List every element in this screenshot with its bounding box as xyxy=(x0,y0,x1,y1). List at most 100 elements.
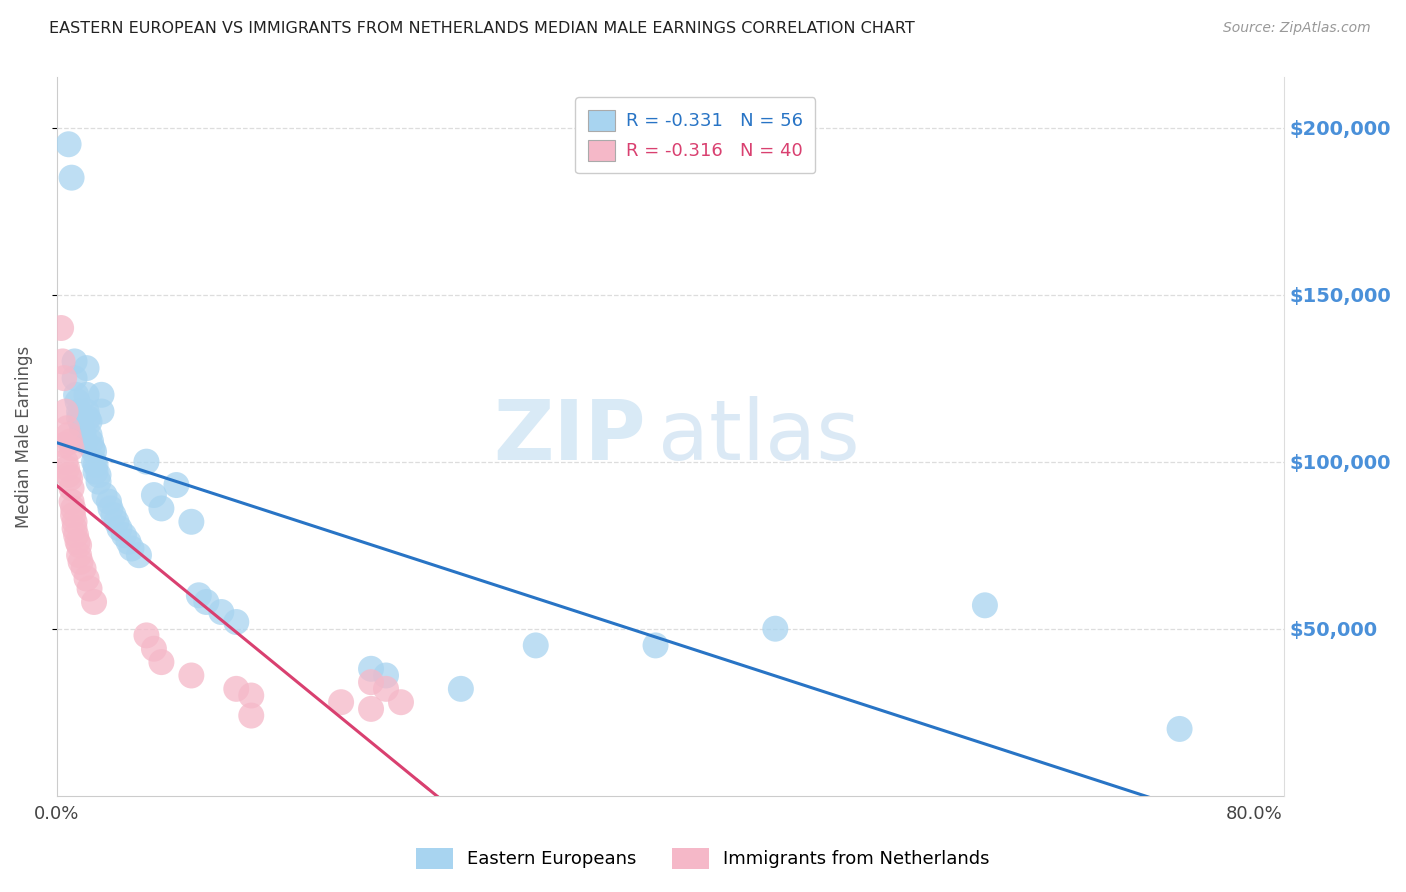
Point xyxy=(73,434,96,449)
Point xyxy=(72,428,94,442)
Point xyxy=(63,515,86,529)
Point xyxy=(82,442,104,456)
Point xyxy=(66,394,89,409)
Point xyxy=(79,415,101,429)
Point xyxy=(103,508,125,522)
Point xyxy=(53,371,76,385)
Point xyxy=(58,468,80,483)
Point xyxy=(83,444,105,458)
Legend: R = -0.331   N = 56, R = -0.316   N = 40: R = -0.331 N = 56, R = -0.316 N = 40 xyxy=(575,97,815,173)
Point xyxy=(375,668,398,682)
Point xyxy=(1168,722,1191,736)
Point xyxy=(83,455,105,469)
Point xyxy=(79,428,101,442)
Point xyxy=(66,534,89,549)
Point xyxy=(55,404,77,418)
Point xyxy=(195,595,218,609)
Point xyxy=(360,675,382,690)
Point xyxy=(105,515,128,529)
Point xyxy=(56,461,79,475)
Point xyxy=(90,388,112,402)
Point xyxy=(52,354,75,368)
Point xyxy=(450,681,472,696)
Legend: Eastern Europeans, Immigrants from Netherlands: Eastern Europeans, Immigrants from Nethe… xyxy=(409,840,997,876)
Point xyxy=(84,458,107,472)
Point xyxy=(330,695,353,709)
Point xyxy=(135,455,157,469)
Point xyxy=(98,494,121,508)
Point xyxy=(58,428,80,442)
Point xyxy=(644,639,666,653)
Point xyxy=(65,528,87,542)
Point xyxy=(165,478,187,492)
Point xyxy=(80,434,103,449)
Point xyxy=(90,404,112,418)
Point xyxy=(225,615,247,629)
Point xyxy=(55,455,77,469)
Point xyxy=(63,371,86,385)
Point xyxy=(77,411,100,425)
Point xyxy=(87,475,110,489)
Point xyxy=(100,501,122,516)
Point xyxy=(53,438,76,452)
Text: EASTERN EUROPEAN VS IMMIGRANTS FROM NETHERLANDS MEDIAN MALE EARNINGS CORRELATION: EASTERN EUROPEAN VS IMMIGRANTS FROM NETH… xyxy=(49,21,915,36)
Point xyxy=(763,622,786,636)
Point xyxy=(62,501,84,516)
Point xyxy=(79,582,101,596)
Point xyxy=(84,465,107,479)
Point xyxy=(56,421,79,435)
Point xyxy=(360,662,382,676)
Point xyxy=(60,482,83,496)
Point xyxy=(360,702,382,716)
Text: ZIP: ZIP xyxy=(494,396,645,477)
Text: atlas: atlas xyxy=(658,396,860,477)
Point xyxy=(240,708,263,723)
Point xyxy=(65,388,87,402)
Point xyxy=(93,488,115,502)
Point xyxy=(58,137,80,152)
Point xyxy=(72,561,94,575)
Point xyxy=(87,468,110,483)
Point xyxy=(142,488,165,502)
Point xyxy=(76,572,98,586)
Point xyxy=(187,588,209,602)
Point xyxy=(49,321,72,335)
Point xyxy=(60,442,83,456)
Point xyxy=(121,541,143,556)
Point xyxy=(69,415,91,429)
Point xyxy=(76,388,98,402)
Point xyxy=(209,605,232,619)
Point xyxy=(72,431,94,445)
Point xyxy=(62,508,84,522)
Point xyxy=(67,548,90,562)
Point xyxy=(112,528,135,542)
Point xyxy=(389,695,412,709)
Point xyxy=(63,521,86,535)
Point xyxy=(142,641,165,656)
Point xyxy=(180,668,202,682)
Point xyxy=(76,361,98,376)
Point xyxy=(67,404,90,418)
Point xyxy=(240,689,263,703)
Point xyxy=(59,471,82,485)
Point xyxy=(59,434,82,449)
Point xyxy=(108,521,131,535)
Point xyxy=(150,655,173,669)
Point xyxy=(69,555,91,569)
Point xyxy=(180,515,202,529)
Point xyxy=(67,411,90,425)
Text: Source: ZipAtlas.com: Source: ZipAtlas.com xyxy=(1223,21,1371,35)
Y-axis label: Median Male Earnings: Median Male Earnings xyxy=(15,345,32,528)
Point xyxy=(76,404,98,418)
Point xyxy=(128,548,150,562)
Point xyxy=(63,354,86,368)
Point xyxy=(375,681,398,696)
Point xyxy=(117,534,139,549)
Point xyxy=(150,501,173,516)
Point xyxy=(83,595,105,609)
Point xyxy=(70,421,93,435)
Point xyxy=(524,639,547,653)
Point xyxy=(974,599,997,613)
Point xyxy=(135,628,157,642)
Point xyxy=(60,170,83,185)
